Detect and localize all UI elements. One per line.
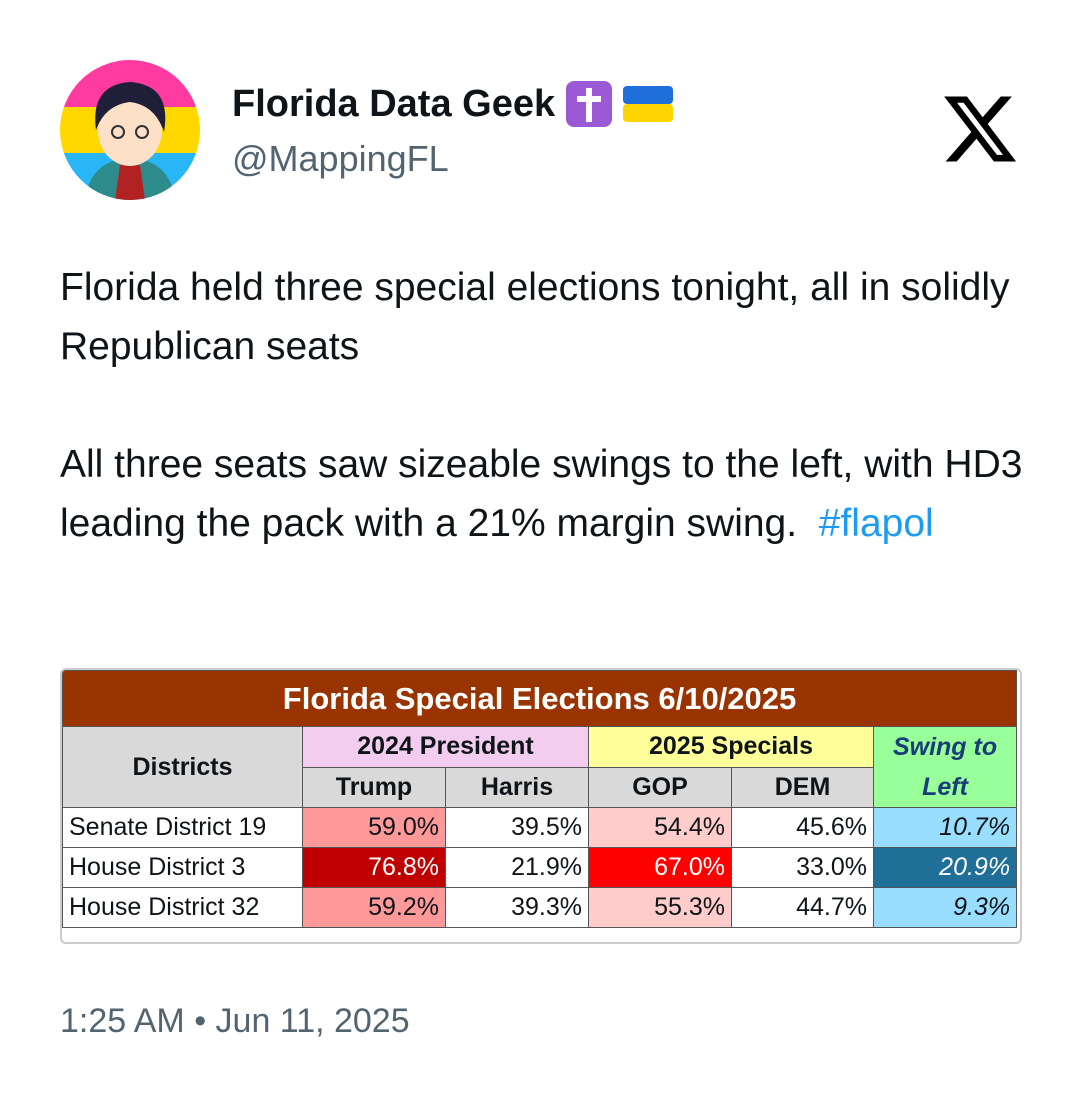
header-cell: 2024 President: [302, 726, 589, 768]
subheader-cell: Harris: [445, 766, 589, 808]
value-cell: 45.6%: [731, 807, 874, 848]
subheader-cell: GOP: [588, 766, 732, 808]
value-cell: 76.8%: [302, 847, 446, 888]
value-cell: 44.7%: [731, 887, 874, 928]
value-cell: 20.9%: [872, 847, 1018, 888]
value-cell: 9.3%: [872, 887, 1018, 928]
subheader-cell: DEM: [731, 766, 874, 808]
subheader-cell: Trump: [302, 766, 446, 808]
value-cell: 55.3%: [588, 887, 732, 928]
header-cell: Swing to Left: [872, 726, 1018, 808]
hashtag[interactable]: #flapol: [818, 502, 934, 545]
header-cell: Districts: [62, 726, 303, 808]
value-cell: 59.2%: [302, 887, 446, 928]
header-cell: 2025 Specials: [588, 726, 874, 768]
table-image: Florida Special Elections 6/10/2025 Dist…: [60, 668, 1022, 944]
value-cell: 39.5%: [445, 807, 589, 848]
value-cell: 10.7%: [872, 807, 1018, 848]
timestamp[interactable]: 1:25 AM • Jun 11, 2025: [60, 1002, 410, 1040]
value-cell: 21.9%: [445, 847, 589, 888]
value-cell: 59.0%: [302, 807, 446, 848]
paragraph: Florida held three special elections ton…: [60, 266, 1010, 368]
value-cell: 67.0%: [588, 847, 732, 888]
author-handle[interactable]: @MappingFL: [232, 138, 449, 179]
x-logo[interactable]: [940, 88, 1020, 170]
author-name-row: Florida Data Geek: [232, 80, 674, 128]
table-title: Florida Special Elections 6/10/2025: [62, 670, 1018, 727]
district-cell: Senate District 19: [62, 807, 303, 848]
results-table: Florida Special Elections 6/10/2025 Dist…: [62, 670, 1018, 928]
paragraph: All three seats saw sizeable swings to t…: [60, 435, 1030, 553]
ukraine-flag-emoji: [623, 86, 674, 122]
value-cell: 33.0%: [731, 847, 874, 888]
value-cell: 39.3%: [445, 887, 589, 928]
avatar[interactable]: [60, 60, 200, 200]
author-name[interactable]: Florida Data Geek: [232, 82, 556, 125]
tweet-text: Florida held three special elections ton…: [60, 258, 1030, 612]
district-cell: House District 3: [62, 847, 303, 888]
paragraph-text: All three seats saw sizeable swings to t…: [60, 443, 1023, 545]
cross-emoji: [566, 81, 613, 127]
district-cell: House District 32: [62, 887, 303, 928]
value-cell: 54.4%: [588, 807, 732, 848]
